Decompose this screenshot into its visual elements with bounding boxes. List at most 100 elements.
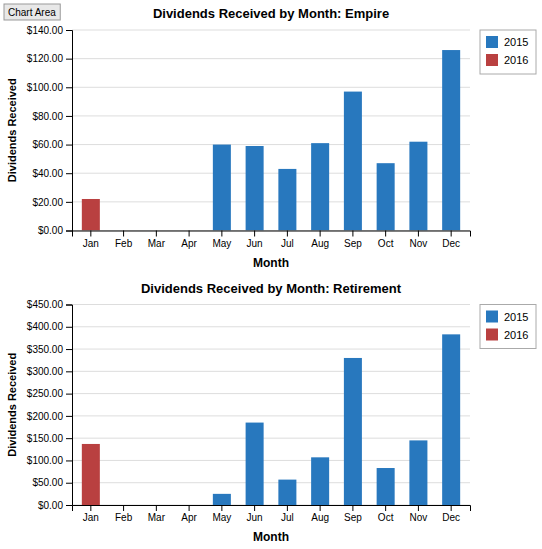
bars [82,334,460,505]
x-axis: JanFebMarAprMayJunJulAugSepOctNovDec [73,231,471,249]
tick-label: Jun [247,238,263,249]
tick: $20.00 [32,197,72,208]
tick-mark [66,483,72,484]
bar [311,457,329,505]
tick: Feb [115,505,133,523]
tick-mark [418,231,419,237]
grid-line [72,326,470,327]
tick: Jul [281,231,294,249]
tick-label: Nov [410,512,428,523]
tick-label: Nov [410,238,428,249]
x-axis: JanFebMarAprMayJunJulAugSepOctNovDec [73,505,471,523]
bar [115,505,133,506]
y-axis-title: Dividends Received [6,353,18,457]
tick-label: $0.00 [38,225,63,236]
tick: Dec [442,505,460,523]
bar [213,494,231,505]
bar [344,92,362,231]
tick: Dec [442,231,460,249]
tick-mark [66,116,72,117]
tick-label: Oct [378,238,394,249]
annotation-text: Chart Area [8,7,56,18]
tick-label: $80.00 [32,111,63,122]
tick-label: Sep [344,512,362,523]
title: Dividends Received by Month: Retirement [141,281,402,296]
bar [278,505,296,506]
tick-label: Apr [181,512,197,523]
grid-line [72,349,470,350]
bar [377,505,395,506]
tick: Oct [378,231,394,249]
bar [409,505,427,506]
tick-label: $40.00 [32,168,63,179]
grid-line [72,415,470,416]
tick: Oct [378,505,394,523]
tick: Jan [83,231,99,249]
tick-label: Aug [311,238,329,249]
tick: Jun [247,505,263,523]
grid [72,30,470,231]
bar [180,505,198,506]
tick-mark [156,505,157,511]
tick: Nov [410,505,428,523]
tick-mark [66,30,72,31]
bar [442,505,460,506]
tick-label: Dec [442,238,460,249]
series [213,334,460,505]
legend-item: 2016 [486,329,528,341]
tick: $60.00 [32,139,72,150]
grid-line [72,115,470,116]
tick-mark [66,173,72,174]
x-axis-title: Month [253,256,289,270]
tick-label: $450.00 [27,299,64,310]
y-axis: $0.00$50.00$100.00$150.00$200.00$250.00$… [27,299,73,511]
tick-mark [418,505,419,511]
tick-label: $100.00 [27,82,64,93]
bar [377,468,395,505]
bar [115,230,133,231]
bar [213,145,231,231]
tick-label: Oct [378,512,394,523]
bar [147,505,165,506]
tick-label: Aug [311,512,329,523]
tick-mark [90,231,91,237]
tick-label: May [212,512,231,523]
bar [311,505,329,506]
tick: $80.00 [32,111,72,122]
bar [409,142,427,231]
bar [115,505,133,506]
tick-mark [90,505,91,511]
annotation-box [4,4,60,20]
tick-mark [66,416,72,417]
tick: Apr [181,231,197,249]
tick-mark [66,327,72,328]
bar [147,505,165,506]
figure: $0.00$20.00$40.00$60.00$80.00$100.00$120… [0,0,542,549]
bar [442,334,460,505]
tick: Sep [344,505,362,523]
legend-swatch [486,311,498,323]
legend-swatch [486,54,498,66]
tick-mark [385,231,386,237]
tick: Aug [311,505,329,523]
legend-item: 2015 [486,36,528,48]
plot: $0.00$20.00$40.00$60.00$80.00$100.00$120… [27,25,471,249]
tick-label: Sep [344,238,362,249]
tick-mark [66,460,72,461]
tick-mark [287,231,288,237]
tick-label: Mar [148,512,166,523]
tick: $50.00 [32,477,72,488]
series [213,50,460,230]
bar [409,440,427,505]
bar [344,358,362,505]
axis-line [66,31,73,232]
tick-label: $200.00 [27,411,64,422]
tick-label: Jul [281,512,294,523]
tick: Nov [410,231,428,249]
tick-label: Feb [115,512,133,523]
axis-line [73,506,471,512]
grid-line [72,304,470,305]
bar [82,444,100,505]
bar [213,230,231,231]
tick-mark [66,394,72,395]
